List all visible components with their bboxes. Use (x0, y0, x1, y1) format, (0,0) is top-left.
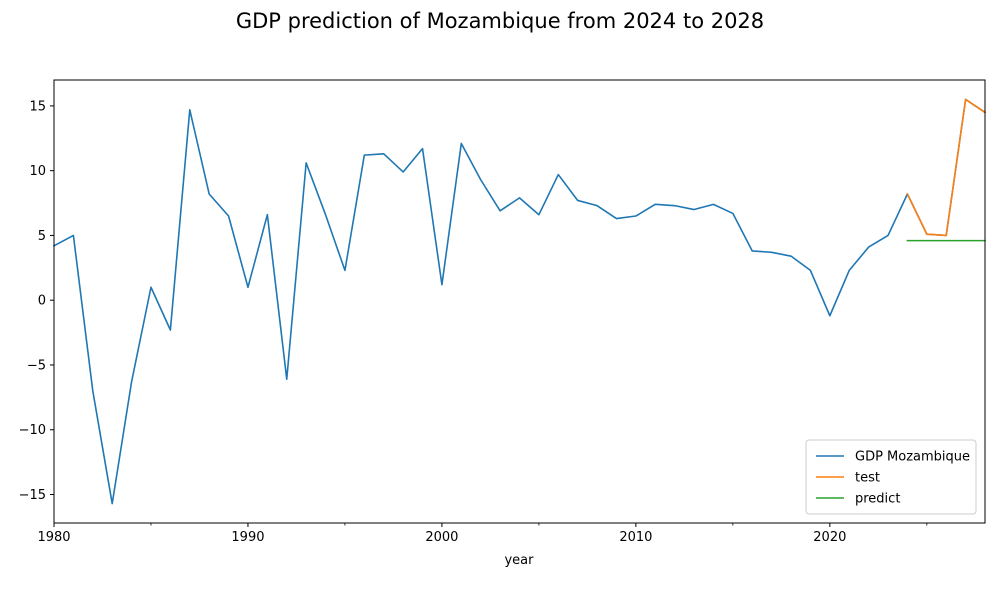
y-tick-label: 15 (29, 99, 46, 114)
y-axis: −15 −10 −5 0 5 10 15 (19, 99, 54, 503)
y-tick-label: −10 (19, 423, 46, 438)
y-tick-label: 5 (38, 229, 46, 244)
x-axis: 1980 1990 2000 2010 2020 (37, 523, 928, 545)
legend-box (805, 439, 977, 515)
chart-title: GDP prediction of Mozambique from 2024 t… (236, 9, 764, 33)
legend: GDP Mozambique test predict (805, 439, 977, 515)
y-tick-label: −5 (27, 358, 46, 373)
legend-label: test (855, 471, 880, 486)
y-tick-label: 0 (38, 294, 46, 309)
y-tick-label: −15 (19, 488, 46, 503)
x-tick-label: 2010 (619, 530, 652, 545)
x-tick-label: 1990 (231, 530, 264, 545)
x-tick-label: 2000 (425, 530, 458, 545)
legend-label: GDP Mozambique (855, 450, 970, 465)
series-layer (52, 98, 987, 505)
x-tick-label: 2020 (813, 530, 846, 545)
x-axis-label: year (504, 553, 534, 568)
series-line-gdp-mozambique (52, 98, 987, 505)
legend-label: predict (855, 492, 900, 507)
plot-frame (53, 79, 986, 524)
y-tick-label: 10 (29, 164, 46, 179)
series-line-test (906, 98, 987, 237)
x-tick-label: 1980 (37, 530, 70, 545)
